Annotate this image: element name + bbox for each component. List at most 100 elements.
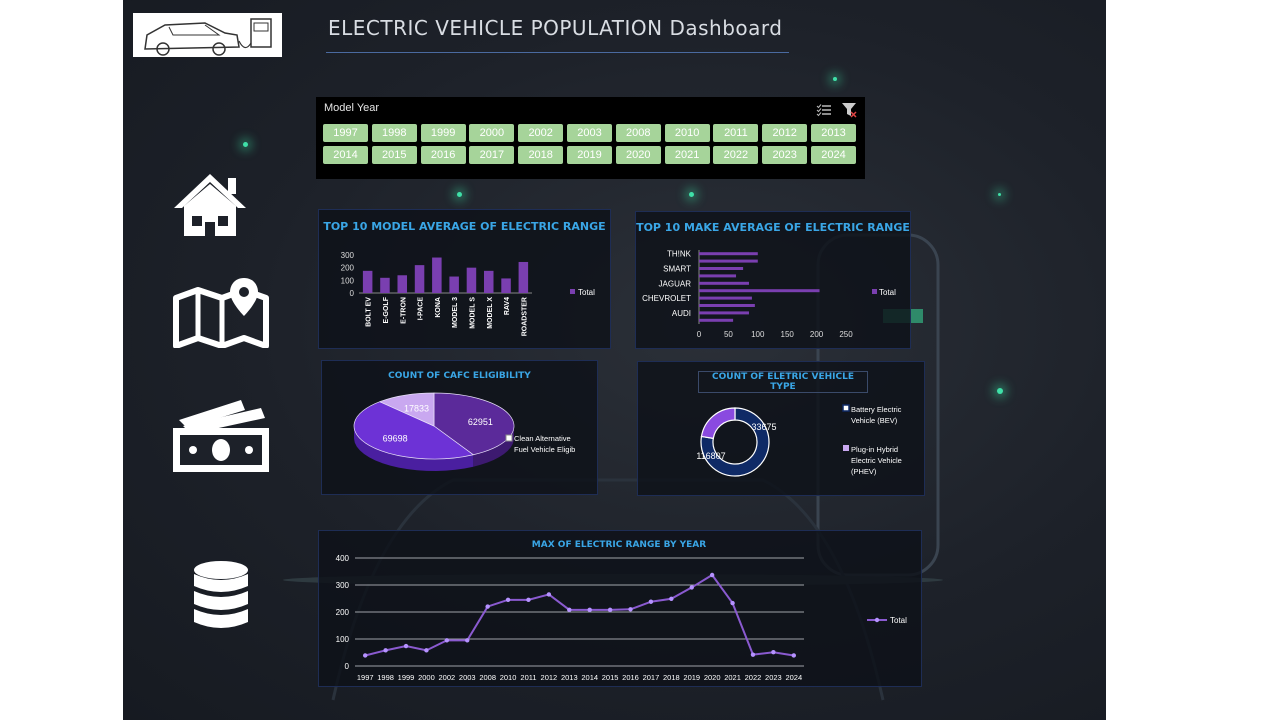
cafc-chart: 62951 69698 17833 Clean Alternative Fuel Veh… xyxy=(353,392,575,471)
x-tick-label: 2002 xyxy=(438,673,455,682)
year-button-2010[interactable]: 2010 xyxy=(664,124,710,142)
x-tick-label: 2014 xyxy=(581,673,598,682)
y-tick-label: 200 xyxy=(341,264,355,273)
data-point xyxy=(465,638,470,643)
data-label: 33675 xyxy=(751,422,776,432)
year-button-2019[interactable]: 2019 xyxy=(567,146,612,164)
data-point xyxy=(526,597,531,603)
legend-label: Fuel Vehicle Eligib xyxy=(514,445,575,454)
model-year-slicer: Model Year 1997 1998 1999 2000 2002 2003 2008 2… xyxy=(316,97,865,179)
legend-label: Electric Vehicle xyxy=(851,456,902,465)
year-button-2017[interactable]: 2017 xyxy=(469,146,515,164)
data-point xyxy=(567,607,572,613)
year-button-2015[interactable]: 2015 xyxy=(371,146,417,164)
multi-select-icon[interactable] xyxy=(816,103,832,117)
x-tick-label: 2017 xyxy=(643,673,660,682)
bar xyxy=(449,276,459,293)
pie-slice xyxy=(433,392,515,456)
year-button-2022[interactable]: 2022 xyxy=(713,146,759,164)
bar xyxy=(699,259,758,263)
year-button-2000[interactable]: 2000 xyxy=(469,124,515,142)
pie-slice-side xyxy=(354,426,474,471)
data-point xyxy=(709,572,715,578)
cafc-panel: COUNT OF CAFC ELIGIBILITY 62951 69698 1783… xyxy=(321,360,598,495)
year-button-2020[interactable]: 2020 xyxy=(615,146,661,164)
model-range-chart: 0 100 200 300 BOLT EV E-GOLF E-TRON I-PACE KONA M… xyxy=(341,251,595,336)
x-tick-label: 2015 xyxy=(602,673,619,682)
year-button-2018[interactable]: 2018 xyxy=(518,146,564,164)
database-icon[interactable] xyxy=(192,560,250,636)
year-range-panel: MAX OF ELECTRIC RANGE BY YEAR 0 100 200 300… xyxy=(318,530,922,687)
year-button-2012[interactable]: 2012 xyxy=(762,124,808,142)
y-tick-label: 0 xyxy=(350,289,355,298)
donut-slice xyxy=(700,407,736,440)
data-point xyxy=(750,652,756,657)
x-tick-label: 200 xyxy=(810,330,824,339)
x-tick-label: 2022 xyxy=(745,673,762,682)
bar xyxy=(699,304,755,307)
ev-type-chart: 116807 33675 Battery Electric Vehicle (BEV)… xyxy=(696,404,902,477)
category-label: AUDI xyxy=(672,309,691,318)
page-title: ELECTRIC VEHICLE POPULATION Dashboard xyxy=(328,16,783,40)
clear-filter-icon[interactable] xyxy=(841,102,857,118)
donut-slice xyxy=(700,407,770,477)
legend-label: Total xyxy=(578,288,595,297)
home-icon[interactable] xyxy=(170,170,250,242)
year-button-2023[interactable]: 2023 xyxy=(762,146,808,164)
year-range-chart: 0 100 200 300 400 1997 1998 1999 2000 2002 2003 200… xyxy=(336,554,907,682)
year-button-2014[interactable]: 2014 xyxy=(323,146,368,164)
data-point xyxy=(383,648,388,653)
y-tick-label: 200 xyxy=(336,608,350,617)
x-tick-label: 150 xyxy=(781,330,795,339)
data-point xyxy=(546,592,552,597)
make-range-chart: 0 50 100 150 200 250 TH!NK SMART JAGUAR CHEVROLET… xyxy=(642,250,896,339)
bar xyxy=(466,267,477,293)
cafc-title: COUNT OF CAFC ELIGIBILITY xyxy=(388,371,531,381)
bar xyxy=(699,311,749,315)
year-button-1998[interactable]: 1998 xyxy=(371,124,417,142)
map-location-icon[interactable] xyxy=(172,276,270,352)
line-series xyxy=(364,573,794,657)
year-button-2002[interactable]: 2002 xyxy=(518,124,564,142)
year-button-2024[interactable]: 2024 xyxy=(811,146,856,164)
x-tick-label: 2003 xyxy=(459,673,476,682)
year-button-2013[interactable]: 2013 xyxy=(811,124,856,142)
year-button-2011[interactable]: 2011 xyxy=(713,124,759,142)
bar xyxy=(699,267,744,270)
legend-label: Total xyxy=(879,288,896,297)
make-range-panel: TOP 10 MAKE AVERAGE OF ELECTRIC RANGE 0 5… xyxy=(635,211,911,349)
year-button-2021[interactable]: 2021 xyxy=(664,146,710,164)
bar xyxy=(483,270,494,293)
year-button-2016[interactable]: 2016 xyxy=(420,146,466,164)
year-button-2008[interactable]: 2008 xyxy=(615,124,661,142)
x-tick-label: 2013 xyxy=(561,673,578,682)
y-tick-label: 100 xyxy=(341,276,355,285)
title-underline xyxy=(326,52,789,53)
x-tick-label: 2010 xyxy=(500,673,517,682)
x-tick-label: 1997 xyxy=(357,673,374,682)
ev-type-title: COUNT OF ELETRIC VEHICLE TYPE xyxy=(698,371,868,393)
category-label: TH!NK xyxy=(667,250,692,259)
data-point xyxy=(444,638,450,643)
year-button-1999[interactable]: 1999 xyxy=(420,124,466,142)
legend-swatch xyxy=(505,434,513,442)
x-tick-label: 1998 xyxy=(377,673,394,682)
year-button-1997[interactable]: 1997 xyxy=(323,124,368,142)
bar xyxy=(380,277,390,293)
ev-logo xyxy=(133,13,282,57)
category-label: SMART xyxy=(663,265,691,274)
category-label: ROADSTER xyxy=(521,297,528,336)
pie-slice-side xyxy=(473,424,514,467)
x-tick-label: 2016 xyxy=(622,673,639,682)
pie-slice xyxy=(353,401,475,460)
year-button-2003[interactable]: 2003 xyxy=(567,124,612,142)
x-tick-label: 1999 xyxy=(398,673,415,682)
x-tick-label: 2020 xyxy=(704,673,721,682)
data-point xyxy=(669,596,674,601)
money-icon[interactable] xyxy=(171,398,271,478)
x-tick-label: 0 xyxy=(697,330,702,339)
slicer-title: Model Year xyxy=(324,102,380,114)
data-point xyxy=(485,604,490,609)
ev-type-panel: COUNT OF ELETRIC VEHICLE TYPE 116807 3367… xyxy=(637,361,925,496)
bar xyxy=(501,278,511,293)
